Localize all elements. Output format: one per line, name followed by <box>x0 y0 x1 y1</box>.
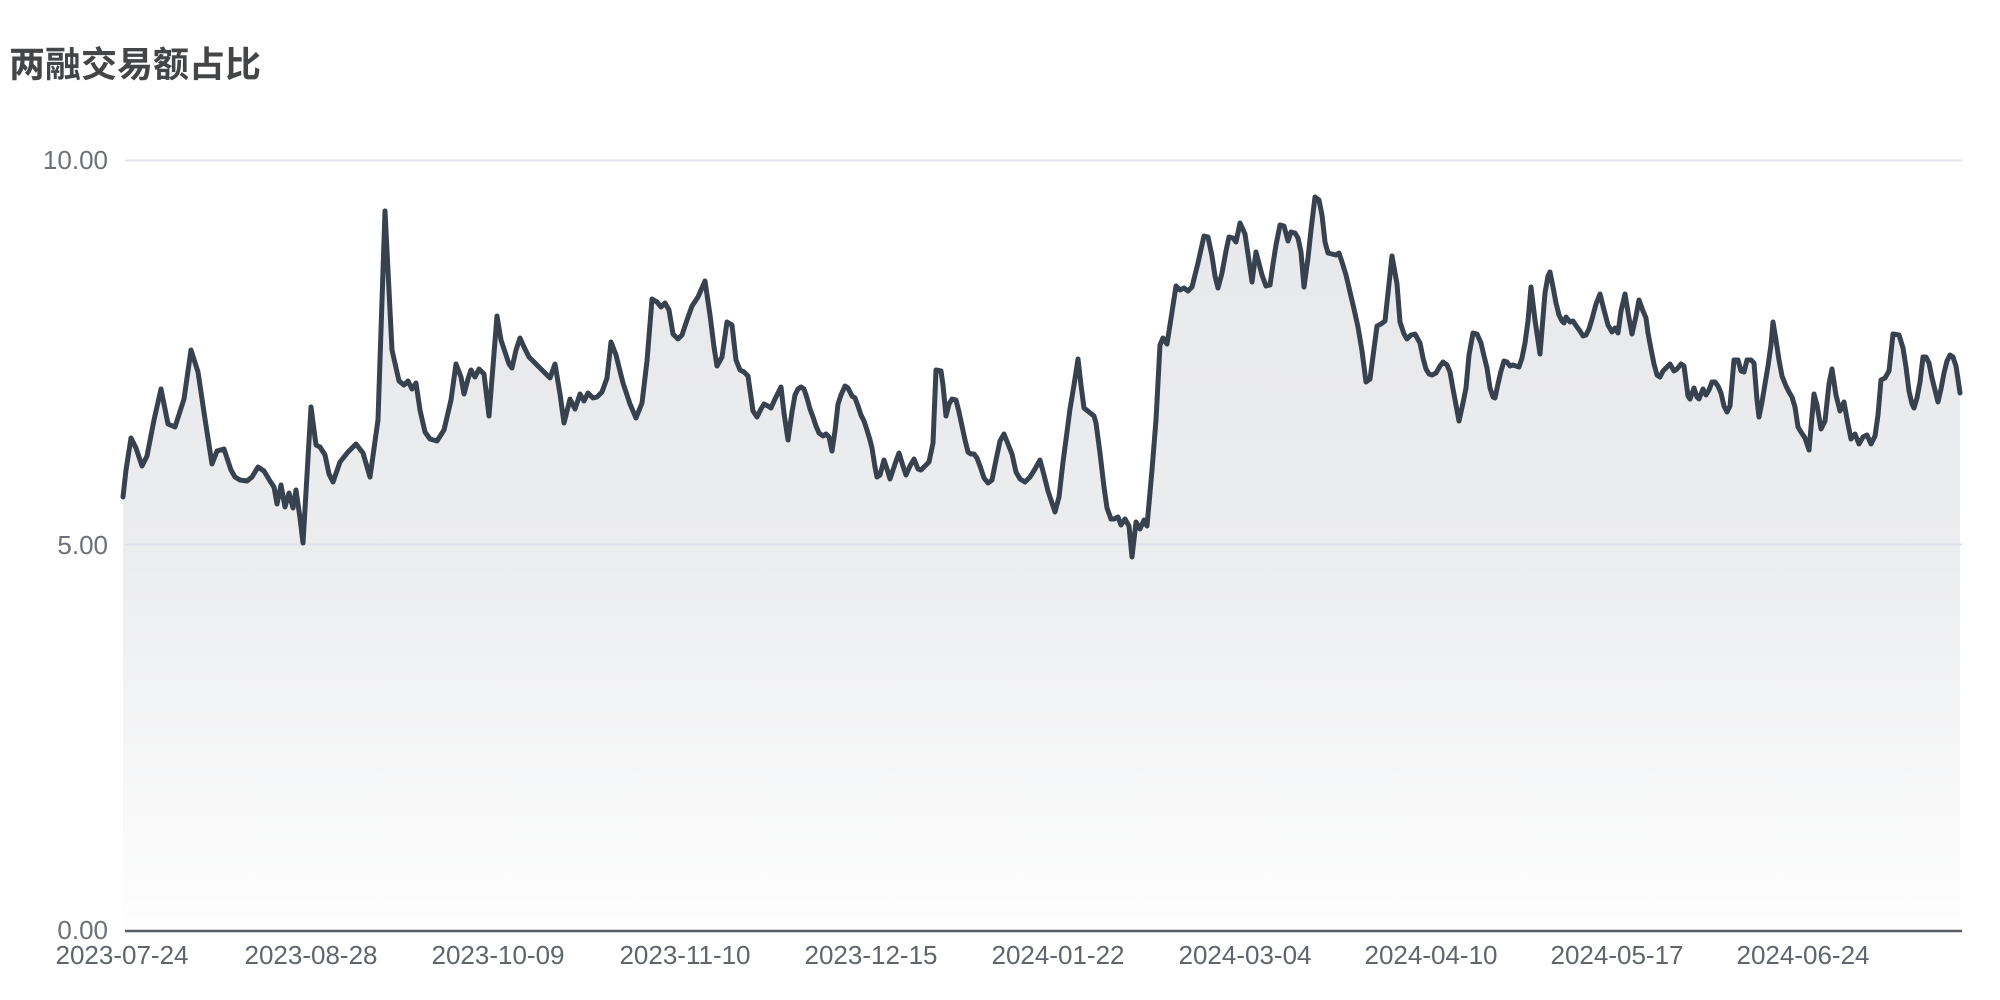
svg-text:2024-06-24: 2024-06-24 <box>1737 940 1870 970</box>
svg-text:2024-01-22: 2024-01-22 <box>992 940 1125 970</box>
svg-text:2024-05-17: 2024-05-17 <box>1551 940 1684 970</box>
svg-text:2023-10-09: 2023-10-09 <box>432 940 565 970</box>
svg-text:2023-12-15: 2023-12-15 <box>805 940 938 970</box>
svg-text:2024-03-04: 2024-03-04 <box>1179 940 1312 970</box>
svg-text:10.00: 10.00 <box>43 145 108 175</box>
svg-text:5.00: 5.00 <box>57 530 108 560</box>
svg-text:2023-08-28: 2023-08-28 <box>245 940 378 970</box>
svg-text:0.00: 0.00 <box>57 915 108 945</box>
svg-text:2023-11-10: 2023-11-10 <box>619 940 750 970</box>
svg-text:2023-07-24: 2023-07-24 <box>56 940 189 970</box>
svg-text:2024-04-10: 2024-04-10 <box>1365 940 1498 970</box>
